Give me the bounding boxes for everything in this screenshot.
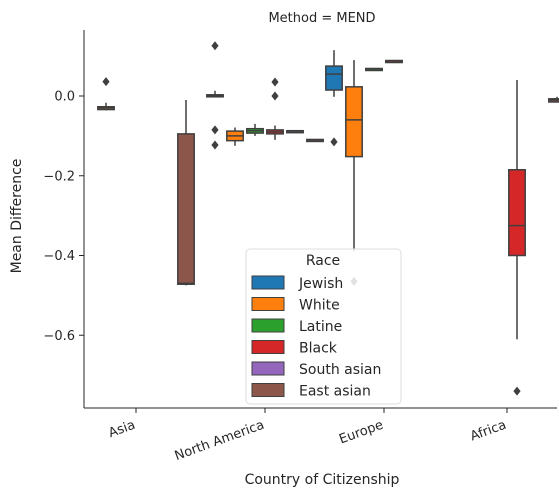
box-body [508, 169, 526, 257]
legend-swatch-latine [251, 318, 285, 333]
legend-label-jewish: Jewish [298, 276, 343, 292]
box-north-america-white [226, 127, 244, 146]
x-tick-label-europe: Europe [337, 418, 385, 448]
box-north-america-south-asian [286, 129, 304, 134]
x-axis-label: Country of Citizenship [245, 472, 400, 488]
legend-title: Race [306, 253, 340, 269]
legend-label-south-asian: South asian [299, 362, 381, 378]
plot-area [97, 41, 559, 396]
legend-label-east-asian: East asian [299, 384, 371, 400]
y-tick-label: −0.4 [43, 249, 75, 264]
legend-swatch-south-asian [251, 361, 285, 376]
box-north-america-east-asian [306, 138, 324, 143]
legend: Race Jewish White Latine Black South asian Ea… [245, 248, 402, 405]
box-europe-white [345, 60, 363, 286]
outlier-point [513, 386, 521, 396]
legend-box [245, 248, 402, 405]
outlier-point [271, 91, 279, 101]
box-north-america-jewish [206, 41, 224, 150]
box-africa-east-asian [548, 96, 559, 103]
legend-label-white: White [299, 298, 340, 314]
box-europe-latine [365, 67, 383, 72]
legend-swatch-white [251, 297, 285, 311]
y-tick-label: −0.6 [43, 329, 75, 344]
box-north-america-black [266, 77, 284, 140]
legend-swatch-east-asian [251, 383, 285, 397]
box-body [177, 133, 195, 285]
box-asia-east-asian [177, 99, 195, 286]
legend-label-black: Black [299, 341, 338, 357]
x-tick-label-africa: Africa [468, 418, 508, 445]
outlier-point [211, 41, 219, 51]
box-north-america-latine [246, 123, 264, 136]
box-body [325, 65, 343, 91]
x-tick-label-north-america: North America [173, 418, 267, 464]
outlier-point [271, 77, 279, 87]
box-asia-white [97, 77, 115, 111]
chart-title: Method = MEND [268, 11, 375, 26]
outlier-point [330, 137, 338, 147]
outlier-point [102, 77, 110, 87]
y-tick-label: −0.2 [43, 169, 75, 184]
box-africa-black [508, 80, 526, 396]
box-europe-jewish [325, 50, 343, 147]
box-body [345, 86, 363, 158]
legend-swatch-black [251, 340, 285, 354]
outlier-point [211, 125, 219, 135]
y-tick-label: 0.0 [54, 90, 75, 105]
x-tick-label-asia: Asia [107, 418, 138, 441]
legend-swatch-jewish [251, 275, 285, 290]
legend-label-latine: Latine [299, 319, 342, 335]
y-axis-label: Mean Difference [9, 159, 25, 274]
outlier-point [211, 140, 219, 150]
box-europe-black [385, 59, 403, 64]
legend-items: Jewish White Latine Black South asian East as… [251, 275, 381, 400]
